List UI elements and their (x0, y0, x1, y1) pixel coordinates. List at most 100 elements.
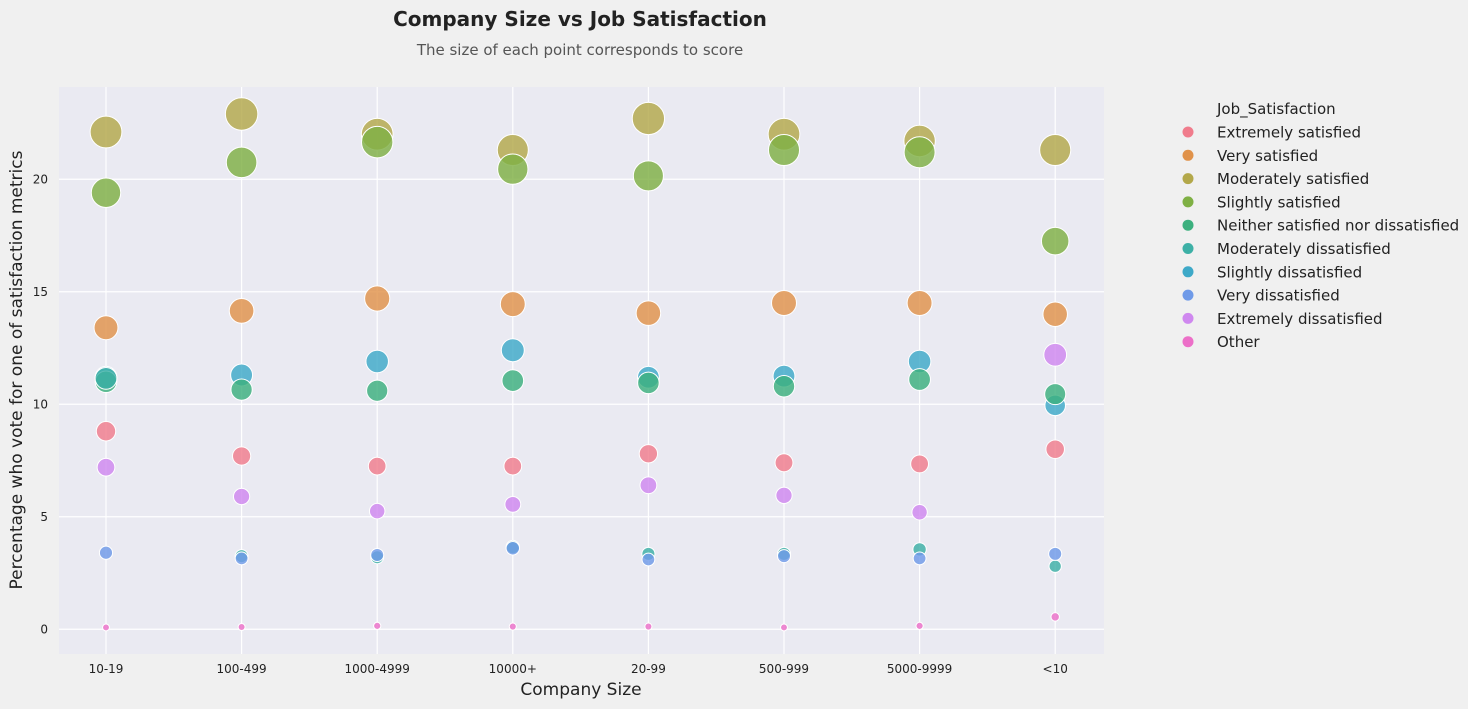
data-point (98, 545, 114, 560)
data-point (93, 315, 119, 341)
data-point (225, 146, 258, 179)
legend-label: Other (1217, 333, 1260, 351)
y-axis-label: Percentage who vote for one of satisfact… (7, 150, 27, 589)
data-point (224, 97, 259, 131)
data-point (915, 621, 924, 630)
data-point (771, 290, 797, 316)
data-point (772, 375, 796, 398)
data-point (1039, 133, 1072, 167)
legend-label: Slightly dissatisfied (1217, 263, 1362, 281)
data-point (232, 487, 251, 506)
data-point (501, 369, 525, 392)
data-point (1050, 612, 1060, 622)
data-point (911, 504, 928, 521)
data-point (637, 371, 660, 395)
data-point (361, 125, 394, 159)
legend-label: Extremely dissatisfied (1217, 310, 1383, 328)
data-point (94, 366, 118, 390)
y-axis-ticks: 0 5 10 15 20 (33, 172, 48, 636)
data-point (503, 456, 523, 476)
legend-title: Job_Satisfaction (1216, 100, 1336, 119)
data-point (90, 177, 122, 208)
data-point (774, 453, 794, 473)
legend-marker (1182, 243, 1194, 254)
x-tick-label: 100-499 (217, 662, 267, 676)
data-point (230, 378, 253, 401)
data-point (505, 541, 521, 556)
data-point (1048, 559, 1062, 573)
data-point (504, 495, 522, 513)
legend: Job_Satisfaction Extremely satisfied Very… (1182, 100, 1459, 351)
x-tick-label: 10000+ (489, 662, 537, 676)
data-point (364, 285, 391, 312)
x-tick-label: 1000-4999 (344, 662, 409, 676)
data-point (638, 444, 659, 464)
x-axis-ticks: 10-19 100-499 1000-4999 10000+ 20-99 500-999 5… (89, 662, 1068, 676)
data-point (1044, 383, 1067, 406)
data-point (96, 457, 116, 477)
legend-marker (1182, 173, 1194, 185)
data-point (508, 622, 517, 631)
data-point (373, 621, 382, 630)
data-point (228, 298, 255, 324)
data-point (775, 486, 793, 505)
data-point (231, 446, 252, 466)
x-axis-label: Company Size (520, 680, 641, 700)
y-tick-label: 20 (33, 172, 48, 186)
data-point (95, 421, 117, 442)
legend-marker (1182, 312, 1194, 324)
x-tick-label: <10 (1043, 662, 1068, 676)
legend-marker (1182, 196, 1194, 208)
chart-subtitle: The size of each point corresponds to sc… (416, 41, 743, 59)
data-point (908, 368, 931, 391)
x-tick-label: 500-999 (759, 662, 809, 676)
plot-area (59, 87, 1104, 654)
chart-title: Company Size vs Job Satisfaction (393, 7, 767, 31)
data-points (89, 97, 1072, 632)
data-point (1045, 439, 1065, 460)
data-point (641, 552, 656, 567)
legend-marker (1182, 149, 1194, 161)
data-point (631, 101, 666, 136)
legend-label: Slightly satisfied (1217, 193, 1341, 211)
data-point (910, 454, 930, 474)
data-point (1040, 226, 1070, 256)
data-point (368, 502, 386, 520)
data-point (370, 547, 385, 563)
legend-marker (1182, 126, 1194, 138)
data-point (912, 551, 927, 566)
data-point (497, 153, 529, 185)
data-point (365, 349, 389, 374)
legend-marker (1182, 336, 1194, 348)
data-point (1048, 546, 1063, 561)
y-tick-label: 15 (33, 285, 48, 299)
y-tick-label: 10 (33, 397, 48, 411)
y-tick-label: 0 (40, 622, 48, 636)
data-point (632, 160, 664, 192)
data-point (367, 456, 387, 476)
data-point (89, 115, 123, 149)
x-tick-label: 10-19 (89, 662, 124, 676)
legend-marker (1182, 219, 1194, 231)
data-point (635, 300, 662, 326)
data-point (237, 623, 246, 631)
data-point (903, 136, 936, 169)
legend-marker (1182, 289, 1194, 301)
legend-label: Moderately dissatisfied (1217, 240, 1391, 258)
data-point (500, 338, 525, 363)
data-point (366, 379, 389, 402)
data-point (639, 476, 658, 495)
data-point (499, 291, 526, 318)
legend-label: Moderately satisfied (1217, 170, 1369, 188)
data-point (102, 623, 110, 632)
legend-label: Very dissatisfied (1217, 287, 1340, 305)
data-point (767, 133, 801, 167)
data-point (1042, 301, 1068, 327)
x-tick-label: 20-99 (631, 662, 666, 676)
data-point (777, 549, 791, 564)
legend-marker (1182, 266, 1194, 278)
legend-label: Extremely satisfied (1217, 124, 1361, 142)
legend-label: Neither satisfied nor dissatisfied (1217, 217, 1459, 235)
x-tick-label: 5000-9999 (887, 662, 952, 676)
